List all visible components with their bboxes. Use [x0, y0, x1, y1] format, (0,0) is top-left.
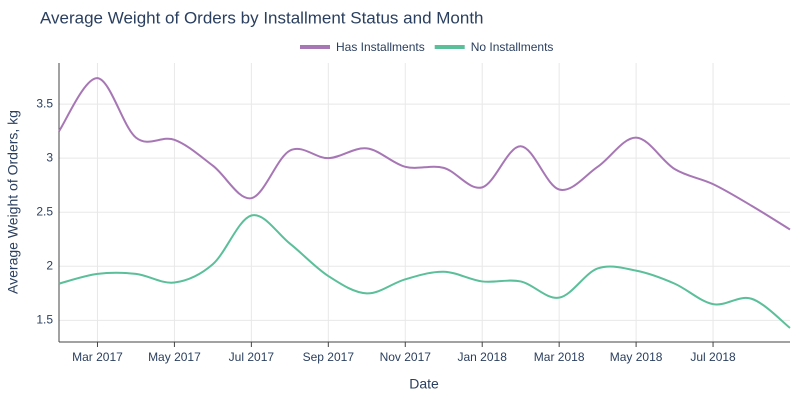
x-tick-label: Jan 2018 [458, 350, 508, 364]
y-axis-label: Average Weight of Orders, kg [5, 110, 21, 294]
x-tick-label: Mar 2018 [534, 350, 585, 364]
legend-label: Has Installments [336, 40, 425, 54]
y-tick-label: 3 [46, 150, 53, 164]
x-tick-label: Sep 2017 [303, 350, 355, 364]
x-tick-label: May 2017 [148, 350, 201, 364]
x-tick-label: Mar 2017 [72, 350, 123, 364]
line [58, 77, 791, 231]
y-tick-label: 2.5 [36, 204, 53, 218]
x-axis-label: Date [409, 376, 439, 392]
y-tick-label: 1.5 [36, 313, 53, 327]
y-tick-label: 3.5 [36, 96, 53, 110]
x-tick-label: Nov 2017 [380, 350, 432, 364]
chart-title: Average Weight of Orders by Installment … [40, 8, 484, 27]
x-tick-label: May 2018 [610, 350, 663, 364]
line [58, 214, 791, 329]
x-tick-label: Jul 2018 [690, 350, 736, 364]
y-tick-label: 2 [46, 258, 53, 272]
x-tick-label: Jul 2017 [229, 350, 275, 364]
legend-label: No Installments [471, 40, 554, 54]
